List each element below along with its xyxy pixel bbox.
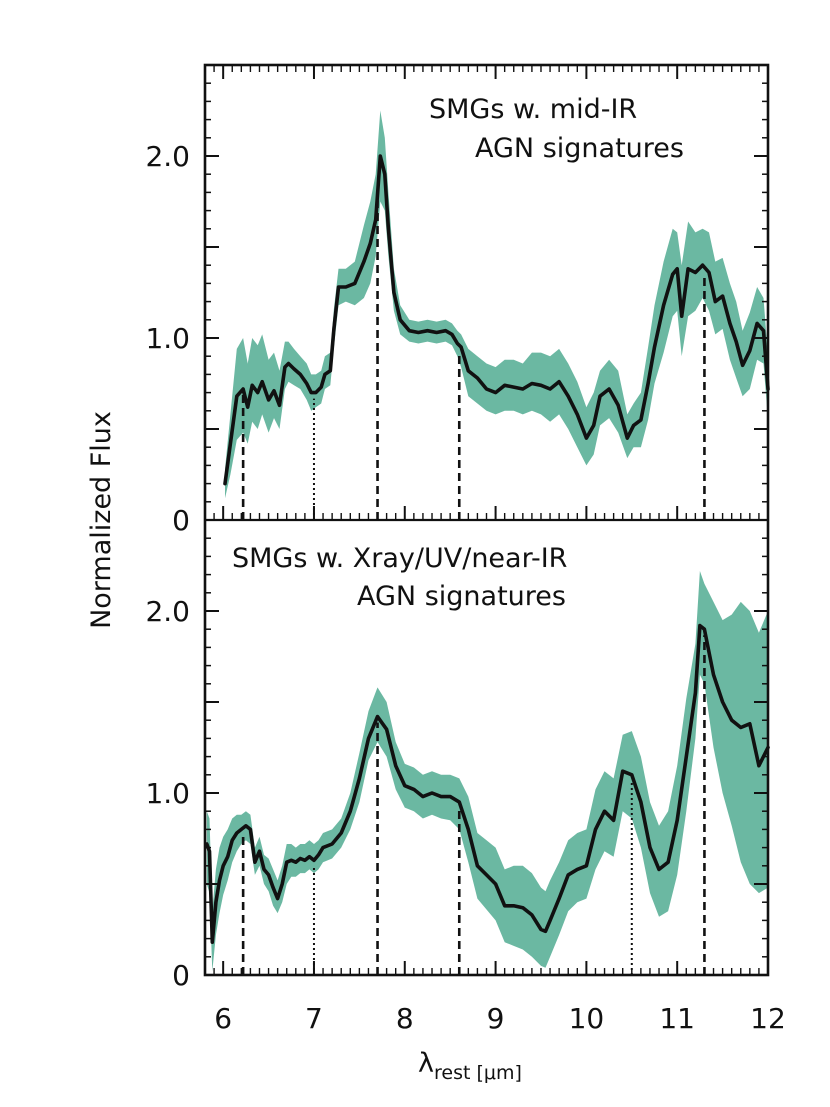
x-tick-label: 6 (214, 1002, 232, 1035)
panel-mid-ir-agn: SMGs w. mid-IR AGN signatures 0 1.0 2.0 (145, 82, 770, 537)
plot-frame (203, 63, 770, 977)
annotation-line: SMGs w. Xray/UV/near-IR (232, 543, 567, 574)
mean-spectrum-line (205, 623, 770, 944)
x-tick-label: 8 (396, 1002, 414, 1035)
x-tick-label: 11 (659, 1002, 695, 1035)
x-tick-label: 12 (750, 1002, 786, 1035)
panel-xray-uv-nearir-agn: SMGs w. Xray/UV/near-IR AGN signatures 0 1.… (145, 537, 770, 992)
y-tick-label: 2.0 (145, 595, 190, 628)
x-tick-label: 7 (305, 1002, 323, 1035)
uncertainty-band (225, 110, 768, 499)
x-tick-label: 9 (487, 1002, 505, 1035)
x-axis-subscript: rest [μm] (434, 1062, 522, 1084)
y-axis-label: Normalized Flux (86, 411, 117, 629)
x-tick-label: 10 (569, 1002, 605, 1035)
uncertainty-band (206, 571, 769, 972)
x-axis-symbol: λ (418, 1048, 434, 1079)
panel-annotation: SMGs w. Xray/UV/near-IR AGN signatures (232, 543, 567, 612)
annotation-line: AGN signatures (357, 581, 566, 612)
mean-spectrum-line (223, 154, 770, 486)
axes-labels: 6 7 8 9 10 11 12 λrest [μm] Normalized Flux (86, 411, 786, 1084)
y-tick-label: 2.0 (145, 140, 190, 173)
annotation-line: AGN signatures (475, 133, 684, 164)
y-tick-label: 0 (172, 959, 190, 992)
y-tick-label: 0 (172, 504, 190, 537)
y-tick-label: 1.0 (145, 322, 190, 355)
annotation-line: SMGs w. mid-IR (429, 94, 637, 125)
y-tick-label: 1.0 (145, 777, 190, 810)
panel-annotation: SMGs w. mid-IR AGN signatures (429, 94, 684, 164)
x-axis-label: λrest [μm] (418, 1048, 522, 1084)
